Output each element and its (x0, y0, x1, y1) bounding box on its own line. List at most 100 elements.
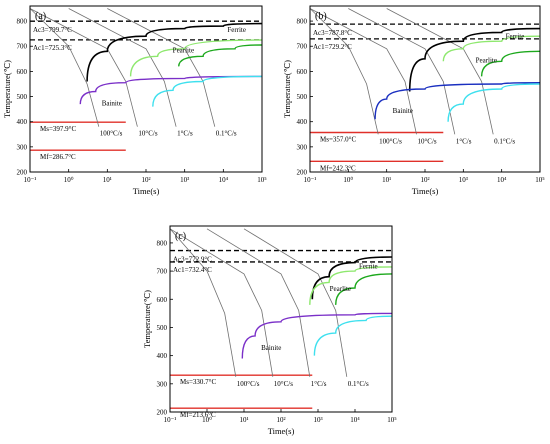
x-tick-label: 10¹ (239, 416, 248, 424)
x-axis-label: Time(s) (268, 426, 295, 436)
cooling-curve (30, 8, 100, 127)
y-tick-label: 800 (297, 18, 308, 26)
panel-label: (b) (315, 11, 327, 22)
cooling-curve (348, 8, 456, 135)
cooling-curve (386, 8, 494, 135)
ac-label: Ac1=725.3°C (33, 44, 72, 52)
phase-line-ferrite_light (309, 266, 392, 305)
panel-c: 200 300 400 500 600 700 800 10⁻¹ 10⁰ 10¹ 10² 10³ 10⁴… (142, 225, 397, 436)
phase-label-pearlite: Pearlite (476, 56, 497, 64)
phase-line-pearlite (178, 44, 262, 67)
cooling-rate-label: 0.1°C/s (216, 130, 237, 138)
ac-label: Ac3=799.7°C (33, 26, 72, 34)
cooling-curve (170, 228, 237, 377)
x-tick-label: 10² (420, 176, 429, 184)
panel-b: 200 300 400 500 600 700 800 10⁻¹ 10⁰ 10¹ 10² 10³ 10⁴… (282, 5, 545, 196)
x-tick-label: 10⁵ (387, 416, 397, 424)
ms-label: Mf=242.3°C (320, 164, 356, 172)
phase-label-bainite: Bainite (261, 344, 281, 352)
cooling-rate-label: 10°C/s (138, 130, 157, 138)
y-tick-label: 200 (17, 169, 28, 177)
x-tick-label: 10³ (313, 416, 322, 424)
x-tick-label: 10² (276, 416, 285, 424)
panel-label: (c) (175, 231, 186, 242)
x-tick-label: 10¹ (103, 176, 112, 184)
cooling-rate-label: 100°C/s (100, 130, 123, 138)
y-tick-label: 300 (297, 143, 308, 151)
x-tick-label: 10⁴ (219, 176, 229, 184)
ms-label: Ms=330.7°C (180, 378, 216, 386)
y-axis-label: Temperature(℃) (282, 60, 292, 118)
phase-label-pearlite: Pearlite (330, 285, 351, 293)
cooling-curve (243, 228, 348, 377)
x-tick-label: 10³ (459, 176, 468, 184)
x-tick-label: 10¹ (382, 176, 391, 184)
cooling-rate-label: 100°C/s (237, 380, 260, 388)
x-tick-label: 10⁰ (64, 176, 74, 184)
cooling-rate-label: 1°C/s (311, 380, 327, 388)
cooling-rate-label: 1°C/s (177, 130, 193, 138)
phase-label-bainite: Bainite (393, 107, 413, 115)
y-tick-label: 600 (17, 68, 28, 76)
cooling-rate-label: 10°C/s (417, 137, 436, 145)
cooling-rate-label: 1°C/s (456, 137, 472, 145)
cooling-rate-label: 0.1°C/s (494, 137, 515, 145)
phase-label-bainite: Bainite (102, 100, 122, 108)
panel-a: 200 300 400 500 600 700 800 10⁻¹ 10⁰ 10¹ 10² 10³ 10⁴… (2, 5, 267, 196)
x-tick-label: 10⁰ (343, 176, 353, 184)
phase-line-cyan (313, 315, 392, 356)
x-tick-label: 10⁻¹ (24, 176, 37, 184)
phase-line-ferrite (408, 27, 540, 92)
y-tick-label: 200 (157, 409, 168, 417)
panel-label: (a) (35, 11, 46, 22)
cooling-curve (170, 228, 274, 377)
phase-label-pearlite: Pearlite (173, 46, 194, 54)
y-tick-label: 700 (17, 43, 28, 51)
y-tick-label: 400 (17, 118, 28, 126)
cooling-rate-label: 100°C/s (379, 137, 402, 145)
cooling-curve (30, 8, 138, 127)
cooling-curve (68, 8, 177, 127)
phase-line-pearlite (480, 50, 540, 77)
x-tick-label: 10⁵ (257, 176, 267, 184)
x-tick-label: 10⁻¹ (304, 176, 317, 184)
y-tick-label: 600 (297, 68, 308, 76)
phase-label-ferrite: Ferrite (227, 26, 246, 34)
ac-label: Ac1=729.2°C (313, 43, 352, 51)
y-tick-label: 700 (297, 43, 308, 51)
phase-line-ferrite (311, 256, 392, 300)
phase-line-cyan (447, 83, 540, 122)
x-axis-label: Time(s) (133, 186, 160, 196)
y-tick-label: 500 (157, 324, 168, 332)
plot-area (310, 8, 540, 163)
x-tick-label: 10³ (180, 176, 189, 184)
phase-label-ferrite: Ferrite (506, 32, 525, 40)
ac-label: Ac3=787.8°C (313, 29, 352, 37)
y-tick-label: 500 (17, 93, 28, 101)
y-axis-label: Temperature(℃) (142, 290, 152, 348)
cooling-rate-label: 10°C/s (274, 380, 293, 388)
cooling-curve (206, 228, 311, 377)
phase-line-ferrite (86, 22, 262, 82)
y-tick-label: 400 (157, 352, 168, 360)
y-tick-label: 400 (297, 118, 308, 126)
x-tick-label: 10⁴ (497, 176, 507, 184)
x-tick-label: 10² (141, 176, 150, 184)
y-tick-label: 800 (157, 239, 168, 247)
phase-line-bainite (374, 82, 540, 120)
x-tick-label: 10⁴ (350, 416, 360, 424)
x-tick-label: 10⁵ (535, 176, 545, 184)
cooling-curve (107, 8, 216, 127)
phase-line-bainite (79, 75, 262, 105)
phase-line-bainite (241, 312, 392, 359)
ac-label: Ac3=772.9°C (173, 256, 212, 264)
phase-line-cyan (152, 75, 262, 107)
x-axis-label: Time(s) (412, 186, 439, 196)
y-tick-label: 700 (157, 268, 168, 276)
ms-label: Ms=357.0°C (320, 136, 356, 144)
x-tick-label: 10⁻¹ (164, 416, 177, 424)
ms-label: Mf=286.7°C (40, 153, 76, 161)
phase-line-ferrite_light (129, 39, 262, 77)
phase-line-pearlite (335, 273, 392, 305)
